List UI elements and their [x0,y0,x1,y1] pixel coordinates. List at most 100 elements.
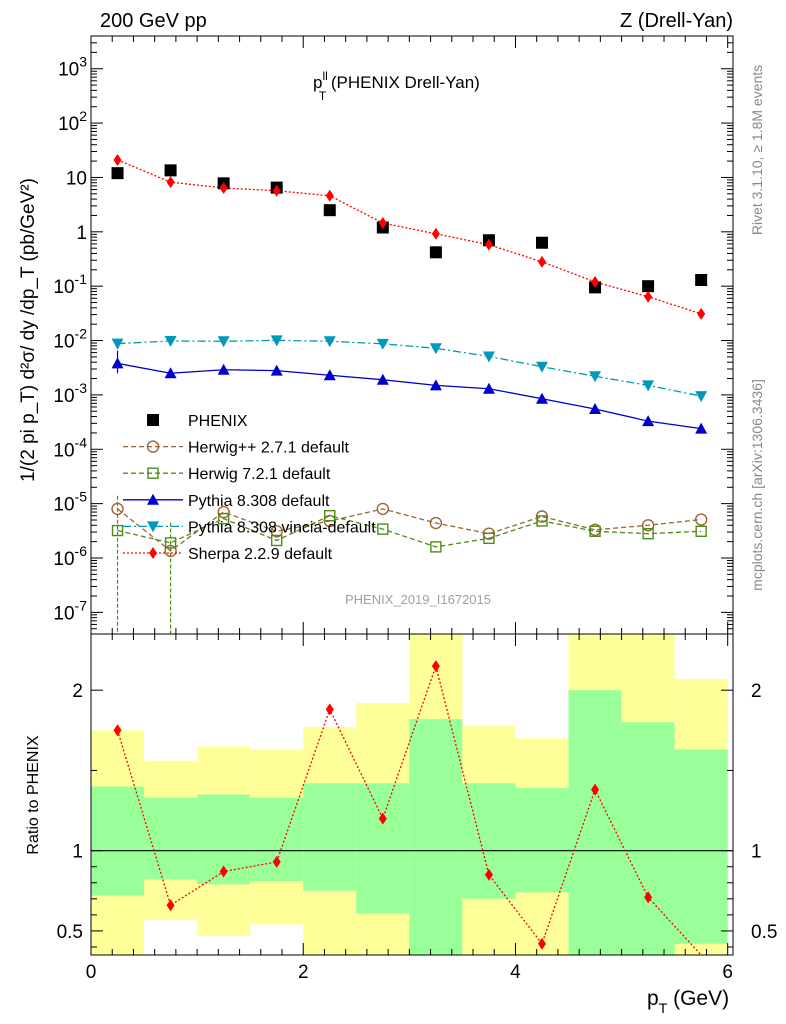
y-tick-label-exponent: -2 [75,326,88,342]
data-point [164,164,177,177]
main-series-group [111,153,708,634]
ratio-uncertainty-bands [91,634,733,955]
ratio-y-tick-label-right: 0.5 [751,922,777,943]
ratio-inner-band [91,786,145,896]
mcplots-label: mcplots.cern.ch [arXiv:1306.3436] [749,379,765,591]
y-tick-label-base: 10 [53,386,74,407]
legend-entry: Herwig 7.2.1 default [188,466,331,483]
legend-entry: Herwig++ 2.7.1 default [188,440,350,457]
ratio-axis-ticks: 2 21 10.5 0.50 2 4 6 [57,634,777,983]
y-tick-label-base: 10 [58,114,79,135]
ratio-inner-band [515,788,569,893]
ratio-data-point [272,855,281,868]
data-point [430,541,442,553]
y-tick-label-exponent: -3 [75,380,88,396]
data-point [149,547,157,559]
data-point [697,307,706,320]
ratio-data-point [325,703,334,716]
data-point [323,204,336,217]
y-tick-label-exponent: -6 [75,543,88,559]
data-point [164,537,177,549]
data-point [642,415,655,427]
data-point [270,525,283,538]
data-point [429,343,442,355]
y-tick-label: 10-4 [53,434,87,461]
data-point [111,357,124,369]
data-point [147,414,159,426]
data-point [147,521,159,533]
x-tick-label: 0 [86,962,97,983]
y-tick-label: 1 [76,223,87,244]
data-point [482,382,495,394]
data-point [111,167,124,180]
legend-entry: Sherpa 2.2.9 default [188,546,333,563]
data-point [589,525,601,537]
main-y-axis-label: 1/(2 pi p_T) d²σ/ dy /dp_T (pb/GeV²) [18,178,39,482]
ratio-inner-band [621,722,675,955]
data-point [536,515,548,527]
data-point [642,527,654,540]
y-tick-label: 103 [58,54,87,81]
data-point [217,363,230,375]
y-tick-label: 10-5 [53,489,87,516]
x-tick-label: 6 [722,962,733,983]
data-point [376,338,389,350]
ratio-data-point [431,660,440,673]
data-point [111,502,124,516]
rivet-version-label: Rivet 3.1.10, ≥ 1.8M events [749,65,765,235]
data-point [272,184,281,197]
data-point [325,189,334,202]
y-tick-label-exponent: -4 [75,434,88,450]
ratio-inner-band [409,719,463,955]
data-point [695,525,707,537]
ratio-data-point [591,783,600,796]
ratio-series-group [113,660,702,956]
data-point [146,440,160,453]
data-point [217,505,230,519]
ratio-data-point [378,812,387,825]
series-line [117,362,702,430]
y-tick-label-base: 10 [53,549,74,570]
y-tick-label-base: 10 [53,440,74,461]
data-point [376,502,390,516]
y-tick-label-base: 10 [53,277,74,298]
y-tick-label-exponent: -1 [75,271,88,287]
process-label: Z (Drell-Yan) [620,10,733,32]
data-point [695,273,708,286]
data-point [591,275,600,288]
y-tick-label-base: 10 [53,603,74,624]
x-axis-label-rest: (GeV) [667,987,729,1010]
data-point [271,534,283,547]
ratio-y-tick-label-right: 1 [751,842,762,863]
y-tick-label-exponent: -7 [75,597,88,613]
ratio-inner-band [356,783,410,914]
data-point [535,236,548,249]
data-point [376,373,389,385]
ratio-data-point [113,724,122,737]
ratio-inner-band [144,797,198,880]
y-tick-label: 10-3 [53,380,87,407]
ratio-data-point [484,868,493,881]
ratio-data-point [644,891,653,904]
y-tick-label: 10-1 [53,271,87,298]
data-point [147,467,159,479]
y-tick-label-exponent: -5 [75,489,88,505]
ratio-inner-band [462,783,516,899]
data-point [166,176,175,189]
data-point [589,371,602,383]
x-tick-label: 4 [510,962,521,983]
ratio-y-tick-label-left: 2 [72,681,83,702]
x-axis-label-subscript: T [659,1000,668,1016]
y-tick-label: 10-2 [53,326,87,353]
legend: PHENIX Herwig++ 2.7.1 default Herwig 7.2.1… [123,413,376,563]
ratio-data-point [537,937,546,950]
ratio-series-line [116,663,702,956]
data-point [482,351,495,363]
data-point [641,519,655,532]
y-tick-label: 10 [66,168,87,189]
y-tick-label: 10-6 [53,543,87,570]
x-tick-label: 2 [298,962,309,983]
data-point [694,513,708,526]
data-point [429,246,442,259]
